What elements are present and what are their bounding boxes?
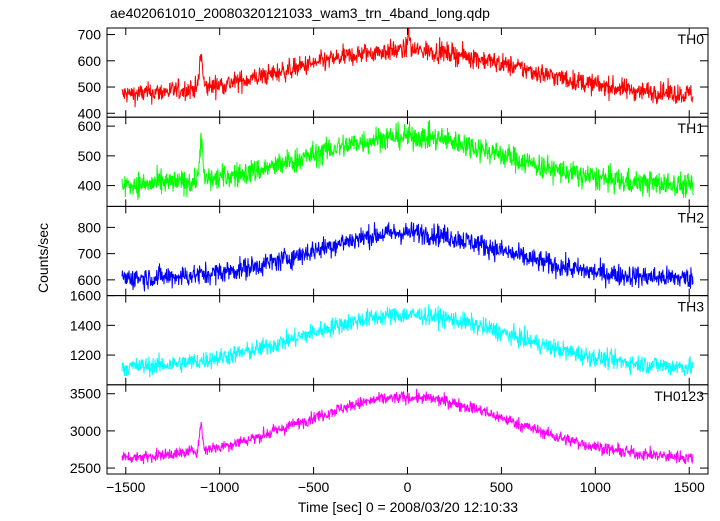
- x-tick-label: 1500: [674, 479, 705, 495]
- chart-title: ae402061010_20080320121033_wam3_trn_4ban…: [110, 5, 490, 21]
- panel-th1: 400 500 600 TH1: [78, 116, 709, 207]
- x-tick-label: 1000: [580, 479, 611, 495]
- y-tick-label: 3500: [70, 386, 101, 402]
- panel-label: TH3: [678, 299, 705, 315]
- panel-frame: [106, 295, 709, 386]
- y-tick-label: 500: [78, 148, 102, 164]
- panel-th2: 600 700 800 TH2: [78, 205, 709, 297]
- series-line-th0: [121, 28, 694, 108]
- panel-th0123: 2500 3000 3500 TH0123: [70, 384, 709, 476]
- series-line-th0123: [121, 388, 694, 465]
- panel-label: TH0: [678, 31, 705, 47]
- y-tick-label: 2500: [70, 460, 101, 476]
- y-axis-label: Counts/sec: [35, 223, 51, 293]
- y-tick-label: 600: [78, 53, 102, 69]
- y-tick-label: 700: [78, 27, 102, 43]
- series-line-th1: [121, 120, 694, 200]
- y-tick-label: 400: [78, 105, 102, 121]
- y-tick-label: 700: [78, 246, 102, 262]
- y-tick-label: 800: [78, 219, 102, 235]
- series-line-th3: [121, 304, 694, 378]
- y-tick-label: 600: [78, 118, 102, 134]
- series-line-th2: [121, 221, 694, 292]
- x-tick-label: 0: [404, 479, 412, 495]
- panel-label: TH2: [678, 209, 705, 225]
- y-tick-label: 1600: [70, 288, 101, 304]
- y-tick-label: 500: [78, 79, 102, 95]
- x-tick-label: 500: [490, 479, 514, 495]
- x-tick-label: −1500: [106, 479, 146, 495]
- y-tick-label: 1200: [70, 347, 101, 363]
- panel-th3: 1200 1400 1600 TH3: [70, 288, 709, 386]
- y-tick-label: 400: [78, 178, 102, 194]
- x-tick-label: −500: [298, 479, 330, 495]
- x-axis-label: Time [sec] 0 = 2008/03/20 12:10:33: [298, 499, 518, 515]
- panel-th0: 400 500 600 700 TH0: [78, 27, 709, 121]
- y-tick-label: 600: [78, 272, 102, 288]
- y-tick-label: 1400: [70, 317, 101, 333]
- panel-label: TH1: [678, 120, 705, 136]
- panels-group: 400 500 600 700 TH0 400 500 600 TH1 600 700 800 TH2 1…: [70, 27, 709, 495]
- x-tick-label: −1000: [200, 479, 240, 495]
- panel-label: TH0123: [654, 388, 704, 404]
- y-tick-label: 3000: [70, 423, 101, 439]
